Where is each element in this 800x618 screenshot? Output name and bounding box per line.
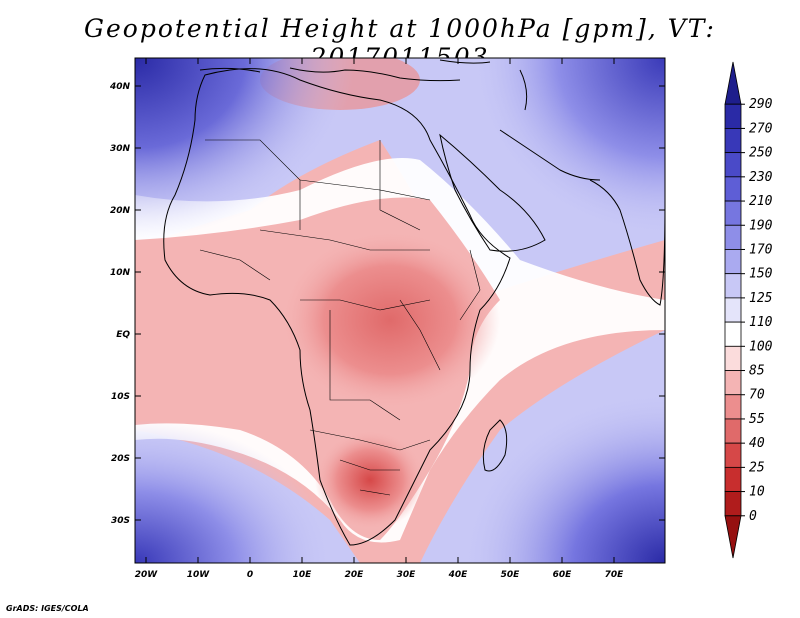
colorbar-label: 85 bbox=[749, 364, 765, 379]
credit-text: GrADS: IGES/COLA bbox=[6, 604, 89, 613]
colorbar-label: 230 bbox=[749, 170, 773, 185]
colorbar-swatch bbox=[724, 466, 742, 492]
coastlines bbox=[163, 59, 665, 546]
lon-label: 70E bbox=[605, 570, 625, 580]
colorbar-label: 110 bbox=[749, 315, 773, 330]
lon-label: 40E bbox=[448, 570, 469, 580]
colorbar-swatch bbox=[724, 321, 742, 347]
colorbar-swatch bbox=[724, 176, 742, 202]
colorbar-label: 190 bbox=[749, 218, 773, 233]
colorbar-swatch bbox=[724, 394, 742, 420]
lon-label: 60E bbox=[553, 570, 573, 580]
colorbar-swatch bbox=[724, 515, 742, 559]
lat-label: 10N bbox=[110, 268, 131, 278]
lon-label: 0 bbox=[247, 570, 253, 580]
colorbar-label: 270 bbox=[749, 121, 773, 136]
map-plot-area bbox=[135, 58, 665, 563]
colorbar-swatch bbox=[724, 128, 742, 154]
colorbar-swatch bbox=[724, 345, 742, 371]
colorbar-swatch bbox=[724, 370, 742, 396]
lat-label: EQ bbox=[116, 330, 130, 340]
colorbar: 2902702502302101901701501251101008570554… bbox=[724, 61, 773, 559]
colorbar-label: 0 bbox=[749, 509, 757, 524]
colorbar-swatch bbox=[724, 442, 742, 468]
lat-axis: 40N 30N 20N 10N EQ 10S 20S 30S bbox=[109, 82, 665, 526]
colorbar-swatch bbox=[724, 297, 742, 323]
colorbar-swatch bbox=[724, 152, 742, 178]
lon-label: 50E bbox=[501, 570, 521, 580]
lon-label: 10E bbox=[293, 570, 313, 580]
colorbar-label: 170 bbox=[749, 242, 773, 257]
colorbar-swatch bbox=[724, 491, 742, 517]
colorbar-swatch bbox=[724, 61, 742, 105]
colorbar-label: 55 bbox=[749, 412, 765, 427]
colorbar-swatch bbox=[724, 249, 742, 275]
lat-label: 20S bbox=[111, 454, 130, 464]
colorbar-label: 150 bbox=[749, 267, 773, 282]
colorbar-swatch bbox=[724, 200, 742, 226]
lon-label: 20W bbox=[135, 570, 159, 580]
lat-label: 30N bbox=[110, 144, 131, 154]
lon-label: 30E bbox=[397, 570, 417, 580]
lon-label: 20E bbox=[345, 570, 365, 580]
colorbar-label: 210 bbox=[749, 194, 773, 209]
colorbar-label: 100 bbox=[749, 339, 773, 354]
colorbar-label: 290 bbox=[749, 97, 773, 112]
lat-label: 40N bbox=[109, 82, 131, 92]
colorbar-label: 10 bbox=[749, 485, 765, 500]
colorbar-swatch bbox=[724, 418, 742, 444]
lon-axis: 20W 10W 0 10E 20E 30E 40E 50E 60E 70E bbox=[135, 58, 624, 580]
colorbar-label: 25 bbox=[749, 460, 765, 475]
lat-label: 30S bbox=[111, 516, 130, 526]
colorbar-label: 250 bbox=[749, 146, 773, 161]
lat-label: 20N bbox=[110, 206, 131, 216]
colorbar-swatch bbox=[724, 103, 742, 129]
lat-label: 10S bbox=[111, 392, 130, 402]
colorbar-label: 70 bbox=[749, 388, 765, 403]
colorbar-label: 40 bbox=[749, 436, 765, 451]
colorbar-swatch bbox=[724, 273, 742, 299]
country-borders bbox=[199, 139, 481, 496]
colorbar-swatch bbox=[724, 224, 742, 250]
lon-label: 10W bbox=[187, 570, 211, 580]
colorbar-label: 125 bbox=[749, 291, 773, 306]
